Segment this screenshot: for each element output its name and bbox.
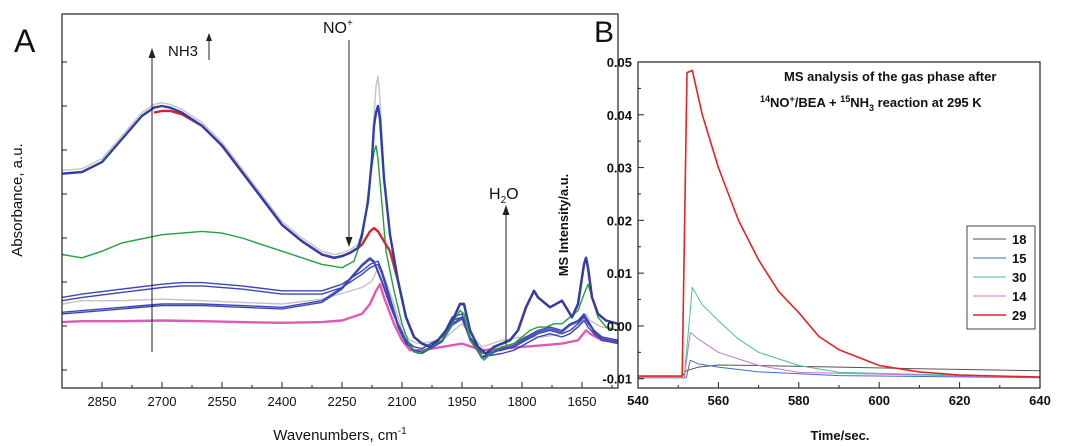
panel-b-series-30 xyxy=(638,286,1041,379)
legend-label-29: 29 xyxy=(1012,308,1026,323)
legend: 18 15 30 14 29 xyxy=(966,225,1036,330)
panel-a-series-5 xyxy=(61,263,619,358)
panel-a-x-tick-label: 2250 xyxy=(328,394,357,409)
panel-a-series-6 xyxy=(61,144,619,361)
panel-a-series-9 xyxy=(61,104,619,355)
ms-annotation-line1: MS analysis of the gas phase after xyxy=(784,69,996,84)
no-plus-arrow-head xyxy=(345,237,353,247)
panel-b-y-tick-label: 0.00 xyxy=(607,319,632,334)
nh3-small-arrow-head xyxy=(206,33,212,41)
panel-a-x-axis-label-sup: -1 xyxy=(398,426,407,437)
panel-a-x-tick-label: 1800 xyxy=(508,394,537,409)
panel-a-series-3 xyxy=(61,258,619,360)
panel-a-x-tick-label: 2550 xyxy=(208,394,237,409)
panel-a-x-ticks: 2850 2700 2550 2400 2250 2100 1950 1800 1650 xyxy=(88,382,613,409)
no-plus-annotation: NO+ xyxy=(323,18,353,37)
panel-b-series-14 xyxy=(638,331,1041,379)
panel-b-series-15 xyxy=(638,359,1041,379)
panel-a-letter: A xyxy=(14,23,36,59)
ms-reaction: reaction at 295 K xyxy=(874,95,982,110)
panel-a: A 2850 2700 2550 2400 2250 2100 1950 1800 1650 A… xyxy=(9,13,619,444)
legend-label-15: 15 xyxy=(1012,251,1026,266)
legend-label-14: 14 xyxy=(1012,289,1027,304)
panel-b: B 540 560 580 600 620 640 -0.01 0.00 0.01 0.02 0.… xyxy=(556,16,1051,443)
h2o-sub: 2 xyxy=(501,195,507,206)
panel-a-x-tick-label: 1950 xyxy=(448,394,477,409)
panel-b-y-tick-label: 0.01 xyxy=(607,266,632,281)
panel-b-y-tick-label: 0.03 xyxy=(607,161,632,176)
ms-sup-14: 14 xyxy=(760,94,770,104)
panel-a-x-tick-label: 2400 xyxy=(268,394,297,409)
panel-b-x-tick-label: 600 xyxy=(868,393,890,408)
panel-b-series-group xyxy=(638,69,1041,379)
panel-b-y-axis-label: MS Intensity/a.u. xyxy=(556,174,571,277)
panel-a-series-4 xyxy=(61,260,619,355)
panel-b-series-29 xyxy=(638,69,1041,378)
panel-a-plot-frame xyxy=(61,13,619,389)
panel-a-series-group xyxy=(61,75,619,361)
panel-b-y-tick-label: 0.02 xyxy=(607,213,632,228)
panel-a-x-axis-label-text: Wavenumbers, cm xyxy=(273,427,397,444)
panel-a-x-axis-label: Wavenumbers, cm-1 xyxy=(273,426,407,444)
legend-label-18: 18 xyxy=(1012,232,1026,247)
panel-b-y-tick-label: 0.04 xyxy=(607,108,633,123)
panel-a-x-tick-label: 2700 xyxy=(148,394,177,409)
ms-sub-3: 3 xyxy=(869,103,874,113)
nh3-annotation: NH3 xyxy=(168,43,198,60)
legend-items: 18 15 30 14 29 xyxy=(973,232,1027,323)
panel-b-x-tick-label: 560 xyxy=(708,393,730,408)
panel-a-y-axis-label: Absorbance, a.u. xyxy=(9,143,26,256)
h2o-arrow-head xyxy=(502,205,510,215)
panel-b-x-tick-label: 640 xyxy=(1029,393,1051,408)
panel-b-x-tick-label: 540 xyxy=(627,393,649,408)
no-plus-base: NO xyxy=(323,20,347,37)
ms-sup-plus: + xyxy=(790,94,795,104)
panel-b-x-ticks: 540 560 580 600 620 640 xyxy=(627,382,1051,408)
panel-b-series-18 xyxy=(638,364,1041,377)
ms-bea: /BEA + xyxy=(795,95,840,110)
panel-b-x-tick-label: 580 xyxy=(788,393,810,408)
panel-a-x-tick-label: 2850 xyxy=(88,394,117,409)
h2o-o: O xyxy=(506,186,518,203)
panel-a-series-7 xyxy=(61,75,619,355)
no-plus-sup: + xyxy=(347,18,353,29)
nh3-arrow-head xyxy=(148,48,156,58)
h2o-h: H xyxy=(489,186,501,203)
panel-a-x-tick-label: 1650 xyxy=(568,394,597,409)
ms-sup-15: 15 xyxy=(840,94,850,104)
panel-a-y-ticks xyxy=(62,61,67,371)
ms-no: NO xyxy=(770,95,790,110)
ms-annotation-line2: 14NO+/BEA + 15NH3 reaction at 295 K xyxy=(760,94,982,113)
ms-nh: NH xyxy=(850,95,869,110)
panel-b-x-axis-label: Time/sec. xyxy=(810,428,869,443)
panel-b-y-tick-label: -0.01 xyxy=(602,372,632,387)
panel-a-series-1 xyxy=(61,283,619,352)
panel-b-x-tick-label: 620 xyxy=(949,393,971,408)
panel-b-y-ticks: -0.01 0.00 0.01 0.02 0.03 0.04 0.05 xyxy=(602,55,644,387)
panel-b-y-tick-label: 0.05 xyxy=(607,55,632,70)
legend-label-30: 30 xyxy=(1012,270,1026,285)
h2o-annotation: H2O xyxy=(489,186,519,206)
panel-a-x-tick-label: 2100 xyxy=(388,394,417,409)
panel-b-letter: B xyxy=(594,16,614,49)
